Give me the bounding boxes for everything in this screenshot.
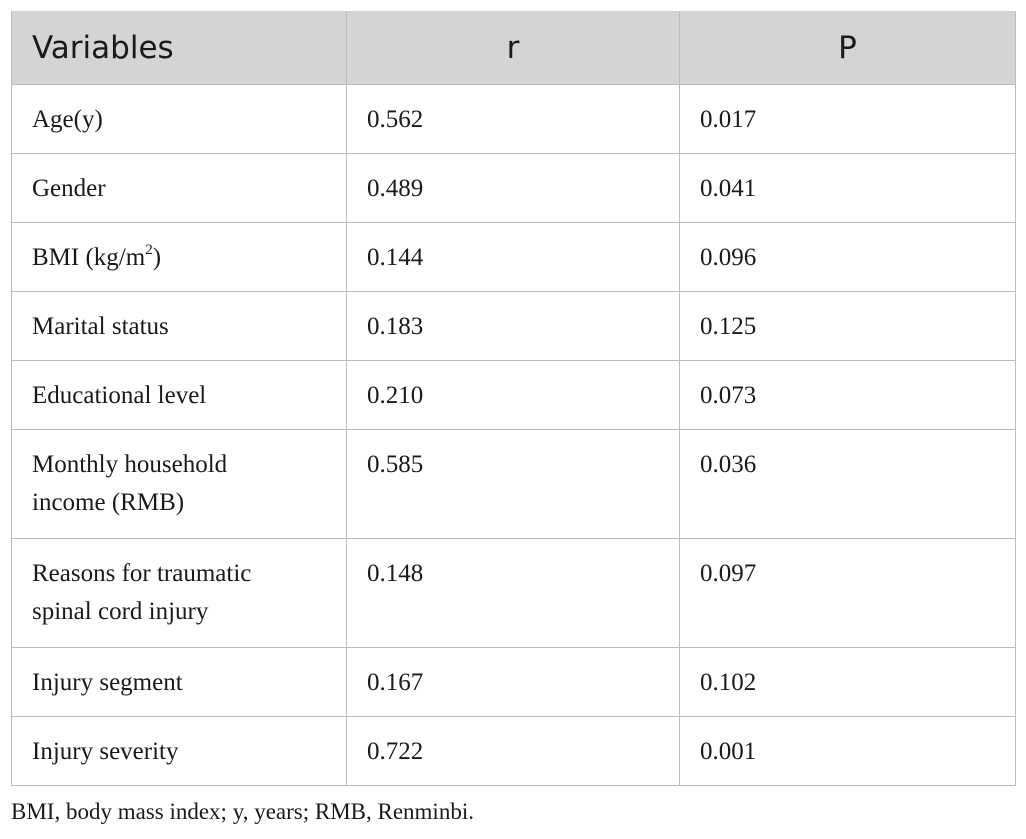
cell-variable: Educational level <box>11 360 347 430</box>
cell-p: 0.041 <box>679 153 1016 223</box>
cell-variable-text: BMI (kg/m <box>32 244 146 271</box>
cell-variable-superscript: 2 <box>145 241 153 258</box>
table-row: Age(y) 0.562 0.017 <box>11 84 1016 154</box>
cell-p: 0.001 <box>679 716 1016 786</box>
header-r: r <box>346 11 680 85</box>
cell-p: 0.036 <box>679 429 1016 539</box>
table-row: Gender 0.489 0.041 <box>11 153 1016 223</box>
cell-r: 0.722 <box>346 716 680 786</box>
cell-variable: Gender <box>11 153 347 223</box>
table-row: Reasons for traumatic spinal cord injury … <box>11 538 1016 648</box>
cell-variable: Reasons for traumatic spinal cord injury <box>11 538 347 648</box>
cell-p: 0.017 <box>679 84 1016 154</box>
cell-variable-line2: income (RMB) <box>32 489 185 516</box>
cell-p: 0.096 <box>679 222 1016 292</box>
header-p: P <box>679 11 1016 85</box>
cell-variable: Monthly household income (RMB) <box>11 429 347 539</box>
cell-variable-line2: spinal cord injury <box>32 598 209 625</box>
cell-variable-line1: Reasons for traumatic <box>32 560 252 587</box>
cell-variable: Injury segment <box>11 647 347 717</box>
cell-variable: Age(y) <box>11 84 347 154</box>
cell-variable-suffix: ) <box>152 244 162 271</box>
cell-variable: BMI (kg/m2) <box>11 222 347 292</box>
table-row: Marital status 0.183 0.125 <box>11 291 1016 361</box>
cell-r: 0.183 <box>346 291 680 361</box>
cell-r: 0.489 <box>346 153 680 223</box>
cell-r: 0.148 <box>346 538 680 648</box>
correlation-table: Variables r P Age(y) 0.562 0.017 Gender … <box>11 11 1016 786</box>
table-row: Injury segment 0.167 0.102 <box>11 647 1016 717</box>
cell-variable: Injury severity <box>11 716 347 786</box>
cell-r: 0.562 <box>346 84 680 154</box>
cell-r: 0.585 <box>346 429 680 539</box>
table-row: Monthly household income (RMB) 0.585 0.03… <box>11 429 1016 539</box>
cell-r: 0.210 <box>346 360 680 430</box>
correlation-table-container: Variables r P Age(y) 0.562 0.017 Gender … <box>11 11 1016 786</box>
table-footnote: BMI, body mass index; y, years; RMB, Ren… <box>11 799 474 824</box>
cell-r: 0.167 <box>346 647 680 717</box>
table-row: BMI (kg/m2) 0.144 0.096 <box>11 222 1016 292</box>
cell-r: 0.144 <box>346 222 680 292</box>
table-row: Educational level 0.210 0.073 <box>11 360 1016 430</box>
table-row: Injury severity 0.722 0.001 <box>11 716 1016 786</box>
cell-variable-line1: Monthly household <box>32 451 228 478</box>
header-variables: Variables <box>11 11 347 85</box>
cell-p: 0.125 <box>679 291 1016 361</box>
cell-p: 0.097 <box>679 538 1016 648</box>
cell-p: 0.073 <box>679 360 1016 430</box>
cell-p: 0.102 <box>679 647 1016 717</box>
cell-variable: Marital status <box>11 291 347 361</box>
table-header-row: Variables r P <box>11 11 1016 85</box>
